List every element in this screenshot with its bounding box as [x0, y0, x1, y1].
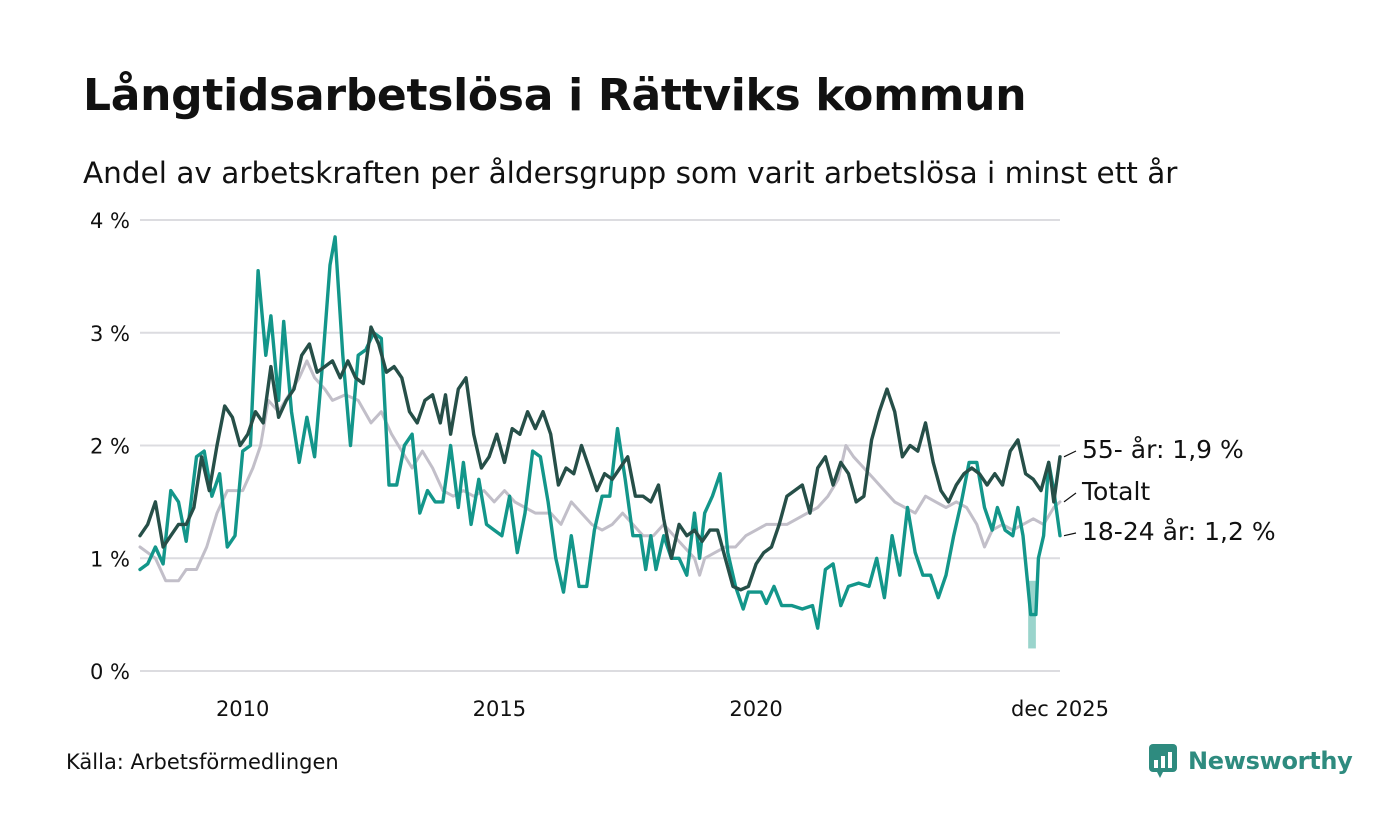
brand-name: Newsworthy	[1188, 747, 1353, 775]
series-label-leader-1	[1063, 532, 1077, 537]
series-labels: Totalt 18-24 år: 1,2 % 55- år: 1,9 %	[1063, 435, 1276, 546]
y-tick-label-1: 1 %	[90, 547, 130, 571]
chart-subtitle: Andel av arbetskraften per åldersgrupp s…	[83, 156, 1178, 190]
series-label-leader-2	[1063, 450, 1077, 458]
y-tick-label-4: 4 %	[90, 209, 130, 233]
x-tick-label-1: 2015	[473, 697, 526, 721]
series-line-0	[138, 359, 1062, 583]
source-note: Källa: Arbetsförmedlingen	[66, 750, 339, 774]
chart-title: Långtidsarbetslösa i Rättviks kommun	[83, 70, 1027, 121]
series-label-1: 18-24 år: 1,2 %	[1082, 517, 1276, 546]
series-label-leader-0	[1063, 492, 1077, 503]
y-tick-label-0: 0 %	[90, 660, 130, 684]
y-axis-ticks: 0 % 1 % 2 % 3 % 4 %	[90, 209, 130, 684]
series-lines	[138, 235, 1062, 630]
y-tick-label-2: 2 %	[90, 435, 130, 459]
series-label-0: Totalt	[1081, 477, 1150, 506]
newsworthy-logo-icon	[1149, 744, 1177, 778]
series-label-2: 55- år: 1,9 %	[1082, 435, 1244, 464]
x-tick-label-3: dec 2025	[1011, 697, 1109, 721]
series-line-1	[138, 235, 1062, 630]
x-axis-ticks: 2010 2015 2020 dec 2025	[216, 697, 1109, 721]
x-tick-label-0: 2010	[216, 697, 269, 721]
y-tick-label-3: 3 %	[90, 322, 130, 346]
x-tick-label-2: 2020	[729, 697, 782, 721]
brand-logo: Newsworthy	[1148, 743, 1353, 779]
series-line-2	[138, 325, 1062, 592]
gridlines	[140, 219, 1060, 672]
